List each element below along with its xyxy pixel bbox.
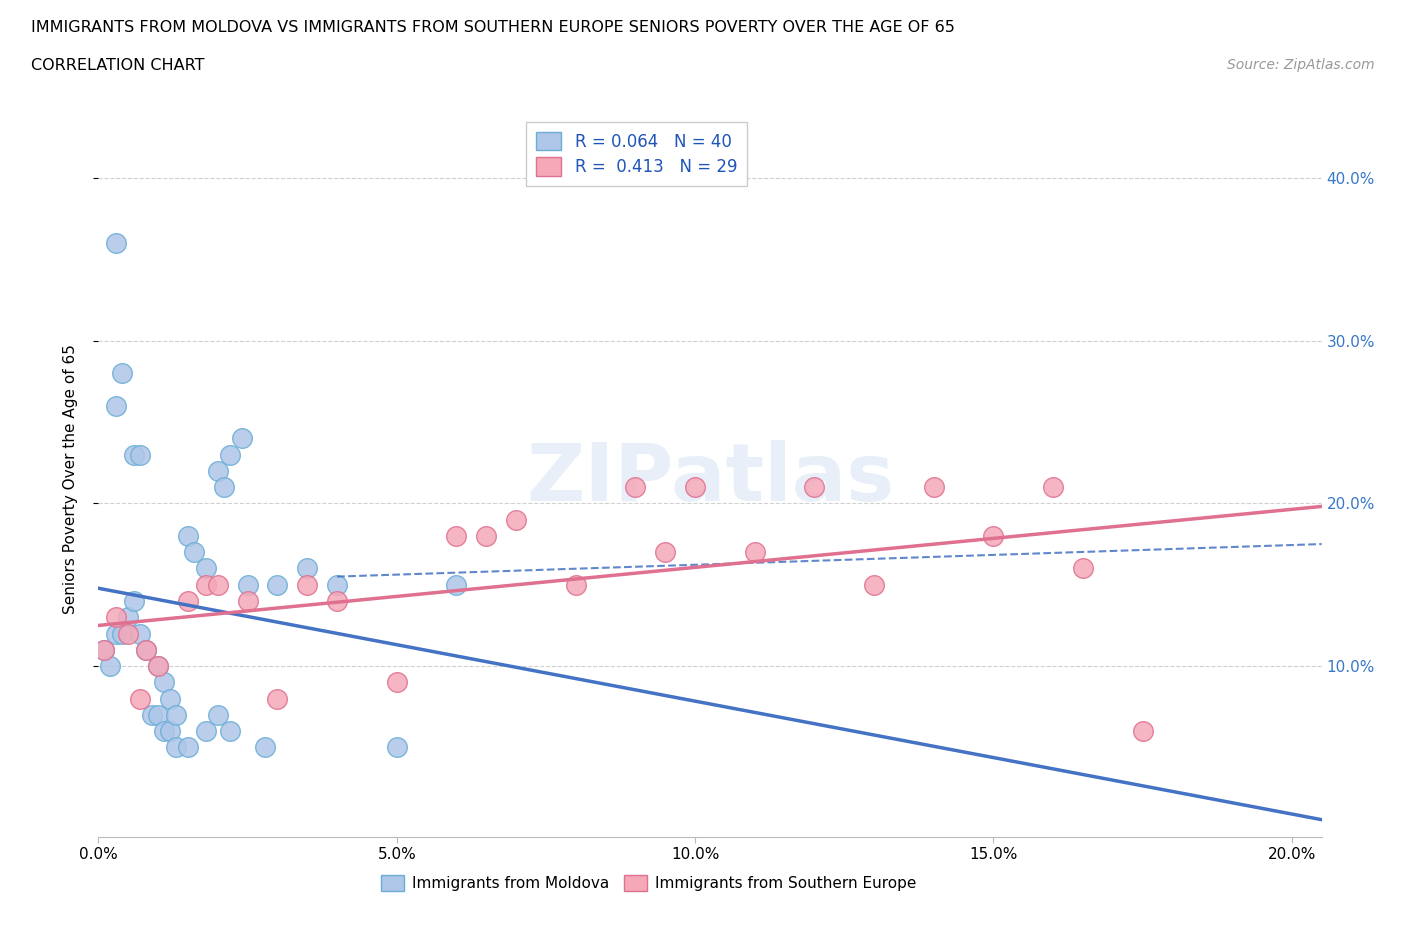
Point (385, 675, 408, 690)
Point (146, 658, 169, 673)
Point (129, 626, 152, 641)
Point (135, 643, 157, 658)
Text: ZIPatlas: ZIPatlas (526, 440, 894, 518)
Point (111, 626, 134, 641)
Y-axis label: Seniors Poverty Over the Age of 65: Seniors Poverty Over the Age of 65 (63, 344, 77, 614)
Point (122, 593, 145, 608)
Point (505, 512, 527, 527)
Point (446, 528, 468, 543)
Point (207, 578, 229, 592)
Point (129, 691, 152, 706)
Point (624, 480, 647, 495)
Point (475, 528, 498, 543)
Point (165, 740, 187, 755)
Point (231, 431, 253, 445)
Point (326, 578, 349, 592)
Point (146, 708, 169, 723)
Point (93, 643, 115, 658)
Point (105, 626, 128, 641)
Point (93, 643, 115, 658)
Point (135, 643, 157, 658)
Text: CORRELATION CHART: CORRELATION CHART (31, 58, 204, 73)
Point (565, 578, 588, 592)
Point (153, 724, 176, 738)
Point (141, 708, 163, 723)
Point (117, 610, 139, 625)
Point (98, 658, 121, 673)
Point (654, 545, 676, 560)
Point (111, 365, 134, 380)
Text: IMMIGRANTS FROM MOLDOVA VS IMMIGRANTS FROM SOUTHERN EUROPE SENIORS POVERTY OVER : IMMIGRANTS FROM MOLDOVA VS IMMIGRANTS FR… (31, 20, 955, 35)
Point (385, 740, 408, 755)
Point (153, 675, 176, 690)
Point (983, 528, 1005, 543)
Point (863, 578, 886, 592)
Point (194, 578, 217, 592)
Point (207, 708, 229, 723)
Point (105, 610, 128, 625)
Point (683, 480, 706, 495)
Point (183, 545, 205, 560)
Point (105, 398, 128, 413)
Point (207, 463, 229, 478)
Point (922, 480, 945, 495)
Point (218, 724, 240, 738)
Point (1042, 480, 1064, 495)
Point (177, 528, 200, 543)
Point (236, 593, 259, 608)
Point (177, 740, 200, 755)
Point (194, 724, 217, 738)
Point (159, 691, 181, 706)
Point (446, 578, 468, 592)
Point (165, 708, 187, 723)
Point (105, 235, 128, 250)
Point (1071, 561, 1094, 576)
Point (117, 626, 139, 641)
Point (266, 691, 288, 706)
Point (266, 578, 288, 592)
Text: Source: ZipAtlas.com: Source: ZipAtlas.com (1227, 58, 1375, 72)
Point (129, 447, 152, 462)
Legend: Immigrants from Moldova, Immigrants from Southern Europe: Immigrants from Moldova, Immigrants from… (375, 870, 922, 897)
Point (159, 724, 181, 738)
Point (254, 740, 277, 755)
Point (122, 447, 145, 462)
Point (146, 658, 169, 673)
Point (236, 578, 259, 592)
Point (194, 561, 217, 576)
Point (297, 561, 319, 576)
Point (297, 578, 319, 592)
Point (218, 447, 240, 462)
Point (326, 593, 349, 608)
Point (212, 480, 235, 495)
Point (744, 545, 766, 560)
Point (1132, 724, 1154, 738)
Point (803, 480, 825, 495)
Point (177, 593, 200, 608)
